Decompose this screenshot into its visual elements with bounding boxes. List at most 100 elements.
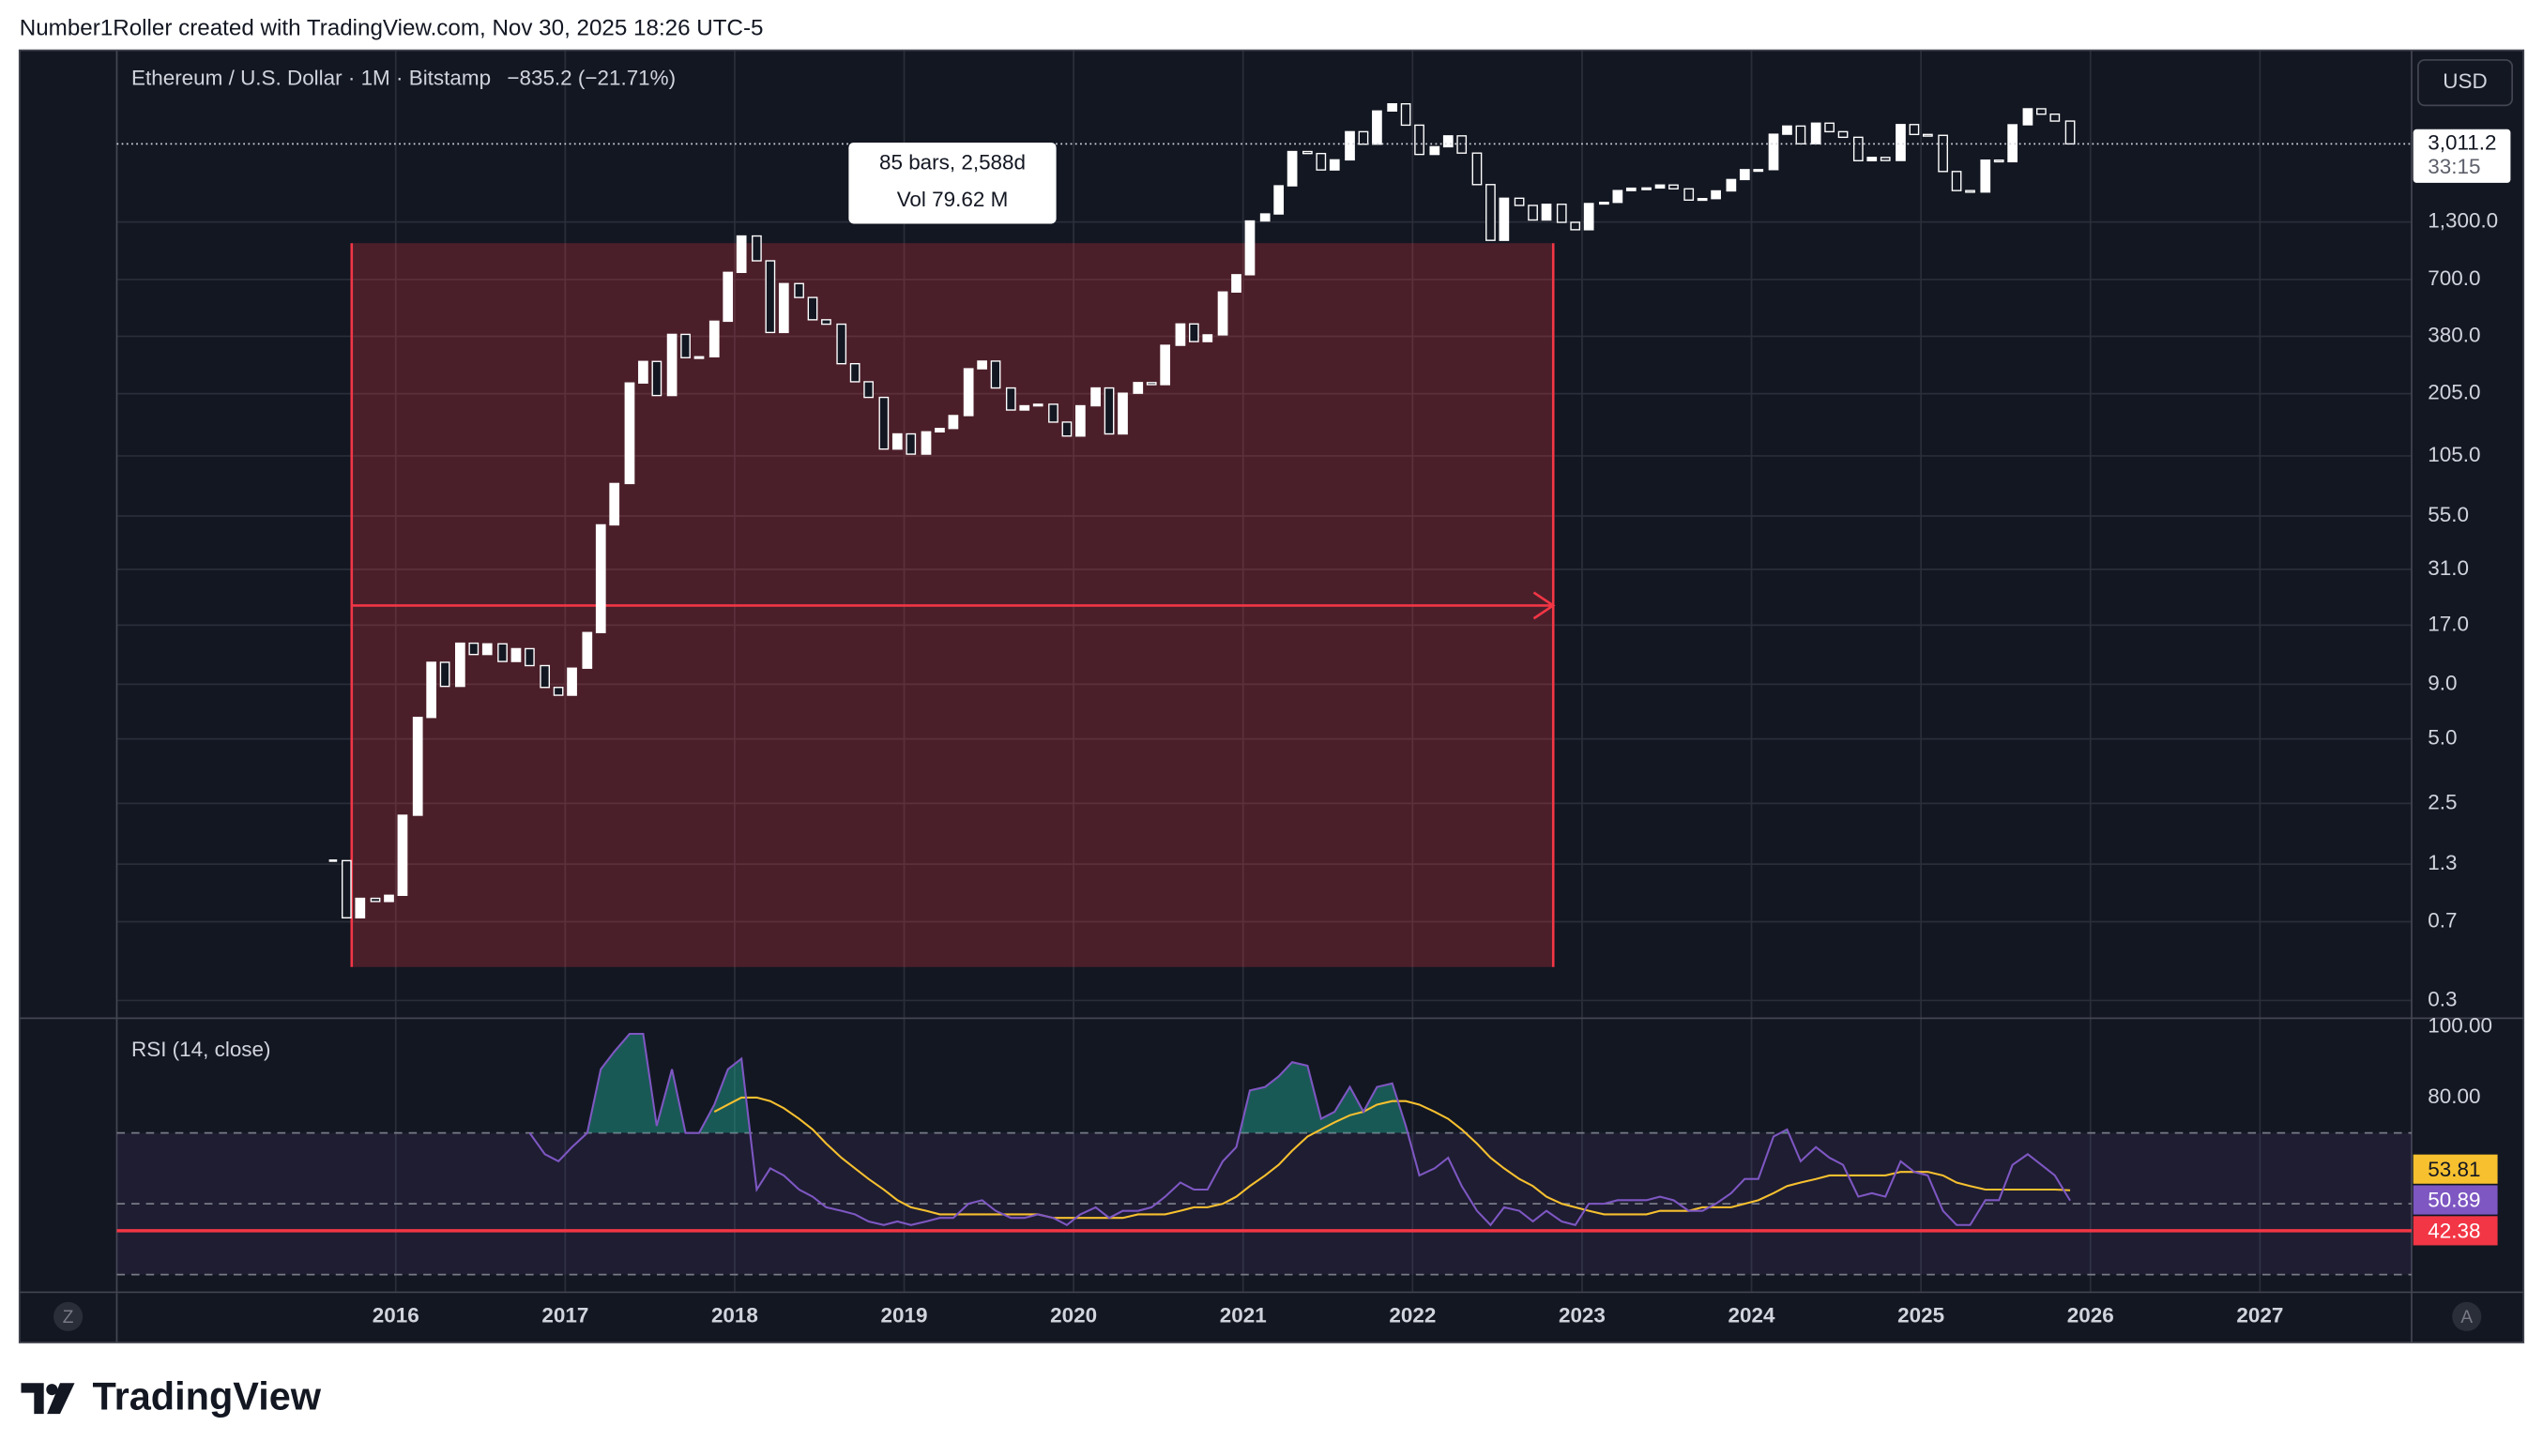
candle [935, 428, 945, 432]
candle [723, 271, 734, 323]
y-tick-label: 31.0 [2428, 556, 2469, 580]
candle [1329, 159, 1340, 171]
candle [765, 260, 776, 334]
x-tick-label: 2026 [2067, 1303, 2114, 1327]
candle [1244, 220, 1256, 276]
candle [651, 360, 662, 397]
candle [1570, 221, 1581, 231]
candle [1782, 125, 1792, 135]
candle [1583, 203, 1594, 231]
candle [1090, 387, 1101, 407]
z-button[interactable] [53, 1301, 84, 1331]
chart-frame [19, 50, 2524, 1343]
candle [1965, 190, 1975, 193]
x-tick-label: 2024 [1728, 1303, 1775, 1327]
candle [540, 664, 551, 689]
rsi-title: RSI (14, close) [131, 1038, 271, 1061]
candle [1287, 150, 1298, 187]
candle [1061, 421, 1073, 437]
candle [1032, 403, 1043, 407]
candle [1541, 204, 1552, 221]
rsi-tick-label: 100.00 [2428, 1013, 2492, 1037]
candle [666, 333, 678, 397]
candle [1400, 103, 1411, 127]
measure-volume: Vol 79.62 M [897, 188, 1009, 211]
y-tick-label: 5.0 [2428, 726, 2457, 750]
candle [1923, 133, 1933, 137]
candle [1259, 213, 1271, 222]
candle [1837, 130, 1849, 139]
y-tick-label: 9.0 [2428, 671, 2457, 694]
candle [906, 432, 917, 455]
candle [1387, 103, 1398, 113]
candle [2064, 120, 2076, 145]
candle [1202, 334, 1213, 342]
grid [116, 50, 2412, 1293]
candle [638, 360, 648, 384]
candle [1316, 152, 1327, 171]
candle [1938, 134, 1948, 173]
candle [1485, 184, 1496, 241]
candle [708, 320, 720, 357]
countdown: 33:15 [2428, 155, 2480, 178]
candle [680, 333, 691, 358]
y-tick-label: 700.0 [2428, 266, 2480, 290]
currency[interactable]: USD [2443, 69, 2487, 93]
last-price-tag [2413, 129, 2511, 183]
a-label[interactable]: A [2460, 1308, 2473, 1327]
candle [1104, 387, 1115, 435]
price-change: −835.2 (−21.71%) [507, 67, 676, 90]
value-tag-label: 42.38 [2428, 1220, 2480, 1243]
candle [878, 396, 890, 450]
x-tick-label: 2016 [373, 1303, 419, 1327]
currency-button[interactable] [2417, 59, 2514, 107]
a-button[interactable] [2452, 1301, 2482, 1331]
candle [455, 642, 465, 688]
candle [412, 717, 423, 816]
candle [1118, 392, 1128, 435]
candle [778, 282, 789, 334]
value-tag [2413, 1216, 2498, 1246]
candle [1909, 124, 1920, 136]
candle [1866, 157, 1878, 161]
candle [1993, 159, 2004, 163]
logo-icon [21, 1383, 75, 1415]
candle [1273, 185, 1285, 215]
rsi-line [528, 1032, 2071, 1227]
candle [426, 661, 437, 719]
candle [1795, 125, 1806, 144]
candle [1514, 197, 1525, 206]
measure-label: 85 bars, 2,588d [879, 150, 1026, 174]
candle [468, 642, 480, 656]
candle [1697, 198, 1708, 202]
candle [1019, 404, 1030, 411]
value-tag-label: 53.81 [2428, 1158, 2480, 1181]
candle [1471, 152, 1483, 186]
candle [921, 431, 932, 455]
candle [1528, 205, 1538, 221]
x-tick-label: 2023 [1559, 1303, 1606, 1327]
candle [963, 368, 974, 417]
candle [1739, 169, 1750, 181]
candle [1768, 133, 1779, 171]
candle [1372, 110, 1382, 145]
value-tag-label: 50.89 [2428, 1189, 2480, 1212]
candle [481, 643, 493, 656]
candle [1951, 171, 1962, 191]
candle [977, 360, 987, 370]
y-tick-label: 105.0 [2428, 443, 2480, 466]
value-tag [2413, 1185, 2498, 1215]
candle [1668, 184, 1679, 190]
candle [370, 897, 381, 902]
header: Number1Roller created with TradingView.c… [20, 15, 764, 40]
candle [1599, 202, 1609, 205]
candle [849, 362, 860, 383]
candle [1442, 135, 1454, 148]
candle [2036, 108, 2047, 115]
z-label[interactable]: Z [63, 1308, 74, 1327]
rsi-band [116, 1132, 2412, 1275]
rsi-ma-line [713, 1096, 2071, 1220]
candle [821, 319, 831, 326]
y-tick-label: 1.3 [2428, 851, 2457, 874]
candle [1414, 124, 1424, 156]
